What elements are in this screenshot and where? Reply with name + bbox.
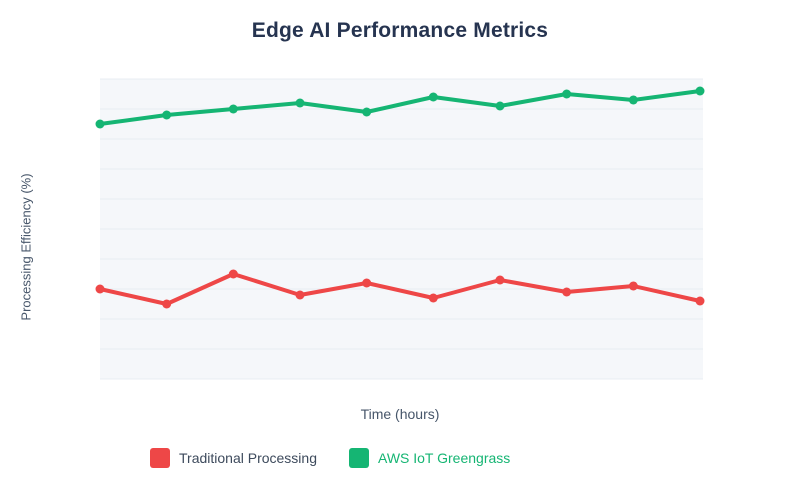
legend-label-aws-iot-greengrass: AWS IoT Greengrass [378, 450, 511, 466]
data-point-traditional-processing[interactable] [295, 290, 305, 300]
data-point-aws-iot-greengrass[interactable] [628, 95, 638, 105]
data-point-aws-iot-greengrass[interactable] [695, 86, 705, 96]
legend-label-traditional-processing: Traditional Processing [179, 450, 317, 466]
series-line-traditional-processing[interactable] [98, 272, 702, 306]
data-point-aws-iot-greengrass[interactable] [495, 101, 505, 111]
y-axis-title: Processing Efficiency (%) [18, 173, 34, 321]
legend-item-aws-iot-greengrass[interactable]: AWS IoT Greengrass [349, 448, 510, 468]
data-point-aws-iot-greengrass[interactable] [295, 98, 305, 108]
series-line-aws-iot-greengrass[interactable] [98, 89, 702, 126]
data-point-traditional-processing[interactable] [228, 269, 238, 279]
data-point-traditional-processing[interactable] [162, 299, 172, 309]
data-point-aws-iot-greengrass[interactable] [228, 104, 238, 114]
data-point-aws-iot-greengrass[interactable] [562, 89, 572, 99]
data-point-traditional-processing[interactable] [562, 287, 572, 297]
data-point-traditional-processing[interactable] [628, 281, 638, 291]
data-point-traditional-processing[interactable] [362, 278, 372, 288]
data-point-aws-iot-greengrass[interactable] [162, 110, 172, 120]
legend-swatch-traditional-processing [150, 448, 170, 468]
data-point-aws-iot-greengrass[interactable] [428, 92, 438, 102]
data-point-traditional-processing[interactable] [695, 296, 705, 306]
chart-title: Edge AI Performance Metrics [251, 19, 549, 42]
data-point-aws-iot-greengrass[interactable] [95, 119, 105, 129]
data-point-aws-iot-greengrass[interactable] [362, 107, 372, 117]
x-axis-title: Time (hours) [360, 406, 440, 422]
legend: Traditional Processing AWS IoT Greengrass [150, 448, 510, 468]
data-point-traditional-processing[interactable] [95, 284, 105, 294]
legend-swatch-aws-iot-greengrass [349, 448, 369, 468]
data-point-traditional-processing[interactable] [428, 293, 438, 303]
data-point-traditional-processing[interactable] [495, 275, 505, 285]
legend-item-traditional-processing[interactable]: Traditional Processing [150, 448, 317, 468]
